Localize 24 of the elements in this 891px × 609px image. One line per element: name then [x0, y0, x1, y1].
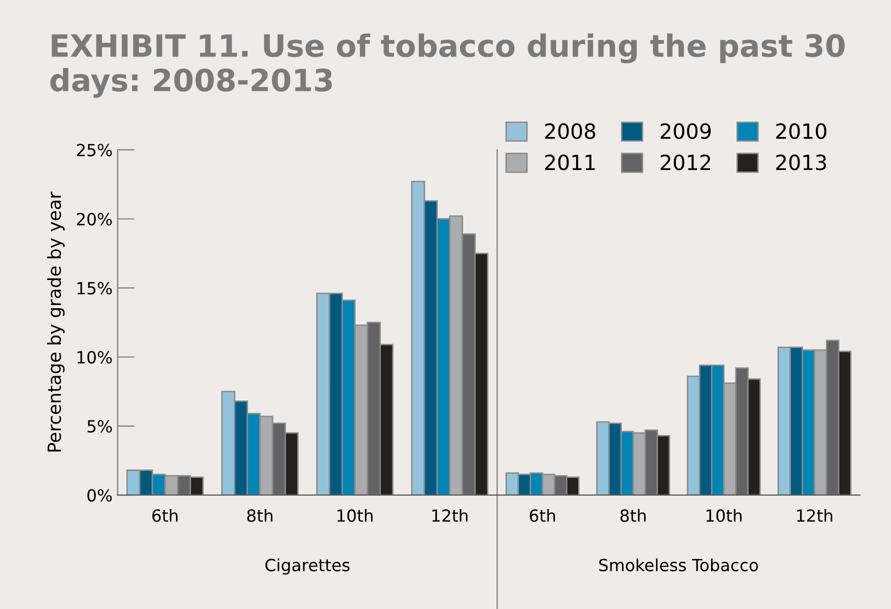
x-tick-label: 6th — [152, 509, 178, 522]
x-tick-label: 8th — [247, 509, 272, 522]
legend-label: 2009 — [660, 123, 711, 140]
y-tick-label: 0% — [87, 489, 112, 502]
legend-label: 2011 — [545, 154, 595, 170]
y-axis-title: Percentage by grade by year — [47, 192, 65, 452]
x-tick-label: 10th — [706, 509, 742, 522]
y-tick-label: 5% — [88, 420, 112, 433]
x-axis-title: Cigarettes — [265, 558, 350, 575]
chart-title: EXHIBIT 11. Use of tobacco during the past 30 days: 2008-2013 — [50, 33, 845, 98]
y-tick-label: 20% — [76, 212, 112, 226]
x-tick-label: 6th — [530, 509, 555, 522]
y-tick-label: 10% — [78, 350, 112, 364]
x-tick-label: 8th — [620, 509, 646, 522]
legend-label: 2013 — [776, 154, 826, 170]
x-tick-label: 10th — [338, 509, 373, 522]
x-tick-label: 12th — [432, 509, 468, 522]
x-tick-label: 12th — [797, 509, 832, 522]
y-tick-label: 25% — [76, 144, 112, 156]
y-tick-label: 15% — [78, 282, 112, 295]
legend-label: 2008 — [545, 123, 596, 140]
legend-label: 2010 — [776, 123, 826, 140]
legend-label: 2012 — [660, 154, 710, 170]
x-axis-title: Smokeless Tobacco — [599, 558, 758, 572]
